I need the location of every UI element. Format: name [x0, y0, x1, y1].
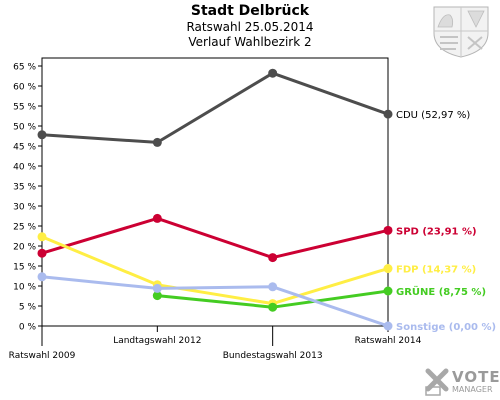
- data-point-sonstige: [152, 283, 162, 293]
- y-tick-label: 65 %: [13, 63, 36, 73]
- data-point-cdu: [268, 68, 278, 78]
- data-point-cdu: [37, 130, 47, 140]
- y-tick-label: 60 %: [13, 83, 36, 93]
- data-point-fdp: [37, 232, 47, 242]
- series-line-sonstige: [41, 275, 389, 328]
- data-point-grüne: [152, 291, 162, 301]
- x-tick-label: Ratswahl 2009: [9, 351, 76, 361]
- series-label-cdu: CDU (52,97 %): [396, 110, 470, 121]
- y-tick-label: 55 %: [13, 103, 36, 113]
- data-point-fdp: [383, 264, 393, 274]
- data-point-sonstige: [268, 282, 278, 292]
- x-tick-label: Ratswahl 2014: [355, 336, 422, 346]
- vote-manager-logo: VOTE MANAGER: [424, 367, 500, 399]
- data-point-sonstige: [37, 272, 47, 282]
- series-line-cdu: [41, 71, 389, 144]
- y-tick-label: 35 %: [13, 183, 36, 193]
- y-tick-label: 30 %: [13, 203, 36, 213]
- logo-text: VOTE: [452, 368, 500, 386]
- series-line-spd: [41, 216, 389, 260]
- plot-frame: [41, 57, 389, 327]
- x-tick-label: Bundestagswahl 2013: [223, 351, 323, 361]
- chart-title: Stadt Delbrück: [190, 3, 310, 19]
- series-label-sonstige: Sonstige (0,00 %): [396, 322, 496, 333]
- data-point-spd: [37, 248, 47, 258]
- data-point-spd: [152, 213, 162, 223]
- data-point-grüne: [383, 286, 393, 296]
- data-point-spd: [268, 253, 278, 263]
- series-label-grüne: GRÜNE (8,75 %): [396, 284, 486, 298]
- series-label-spd: SPD (23,91 %): [396, 226, 477, 237]
- data-point-cdu: [152, 137, 162, 147]
- y-tick-label: 0 %: [19, 323, 37, 333]
- y-tick-label: 25 %: [13, 223, 36, 233]
- data-point-spd: [383, 225, 393, 235]
- y-tick-label: 40 %: [13, 163, 36, 173]
- logo-subtext: MANAGER: [452, 385, 493, 394]
- data-point-grüne: [268, 302, 278, 312]
- chart-title-block: Stadt Delbrück Ratswahl 25.05.2014 Verla…: [0, 2, 500, 50]
- y-tick-label: 5 %: [19, 303, 37, 313]
- y-tick-label: 15 %: [13, 263, 36, 273]
- y-tick-label: 20 %: [13, 243, 36, 253]
- y-tick-label: 10 %: [13, 283, 36, 293]
- series-label-fdp: FDP (14,37 %): [396, 265, 476, 276]
- y-tick-label: 45 %: [13, 143, 36, 153]
- nrw-crest-icon: [433, 6, 489, 58]
- chart-subtitle-2: Verlauf Wahlbezirk 2: [188, 35, 312, 49]
- data-point-sonstige: [383, 321, 393, 331]
- x-tick-label: Landtagswahl 2012: [113, 336, 201, 346]
- vote-manager-x-icon: [425, 368, 449, 396]
- series-line-fdp: [41, 235, 389, 306]
- chart-subtitle: Ratswahl 25.05.2014: [186, 20, 314, 34]
- y-tick-label: 50 %: [13, 123, 36, 133]
- data-point-cdu: [383, 109, 393, 119]
